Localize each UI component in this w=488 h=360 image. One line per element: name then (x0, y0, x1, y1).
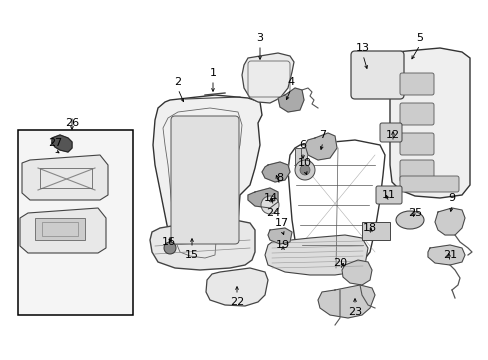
FancyBboxPatch shape (399, 133, 433, 155)
Polygon shape (264, 235, 367, 275)
Bar (18, 130, 133, 315)
Text: 6: 6 (299, 140, 306, 150)
Text: 18: 18 (362, 223, 376, 233)
Polygon shape (305, 133, 336, 160)
Text: 4: 4 (287, 77, 294, 87)
Text: 20: 20 (332, 258, 346, 268)
Polygon shape (262, 162, 289, 182)
Polygon shape (247, 188, 278, 208)
Polygon shape (317, 285, 374, 318)
Text: 8: 8 (276, 173, 283, 183)
Text: 10: 10 (297, 158, 311, 168)
Polygon shape (20, 208, 106, 253)
Polygon shape (205, 268, 267, 306)
Polygon shape (389, 48, 469, 198)
Polygon shape (150, 220, 254, 270)
Bar (40, 168, 92, 188)
Text: 22: 22 (229, 297, 244, 307)
Text: 23: 23 (347, 307, 361, 317)
Polygon shape (427, 245, 464, 265)
Text: 24: 24 (265, 208, 280, 218)
Text: 19: 19 (275, 240, 289, 250)
Polygon shape (22, 155, 108, 200)
Text: 15: 15 (184, 250, 199, 260)
Text: 21: 21 (442, 250, 456, 260)
Ellipse shape (395, 211, 423, 229)
Text: 1: 1 (209, 68, 216, 78)
Text: 27: 27 (48, 138, 62, 148)
Text: 26: 26 (65, 118, 79, 128)
FancyBboxPatch shape (399, 73, 433, 95)
Polygon shape (153, 95, 262, 268)
Circle shape (294, 160, 314, 180)
FancyBboxPatch shape (375, 186, 401, 204)
Text: 17: 17 (274, 218, 288, 228)
Bar (361, 222, 389, 240)
FancyBboxPatch shape (399, 103, 433, 125)
Text: 11: 11 (381, 190, 395, 200)
FancyBboxPatch shape (171, 116, 239, 244)
Text: 3: 3 (256, 33, 263, 43)
FancyBboxPatch shape (379, 123, 401, 142)
Bar (42, 222, 78, 236)
Text: 2: 2 (174, 77, 181, 87)
Text: 14: 14 (264, 193, 278, 203)
Circle shape (299, 165, 309, 175)
Text: 7: 7 (319, 130, 326, 140)
Circle shape (163, 242, 176, 254)
Text: 5: 5 (416, 33, 423, 43)
Bar (35, 218, 85, 240)
Polygon shape (341, 260, 371, 285)
FancyBboxPatch shape (350, 51, 403, 99)
Text: 9: 9 (447, 193, 455, 203)
Text: 12: 12 (385, 130, 399, 140)
Text: 25: 25 (407, 208, 421, 218)
Circle shape (261, 196, 279, 214)
Bar (294, 148, 306, 170)
FancyBboxPatch shape (399, 176, 458, 192)
Polygon shape (242, 53, 293, 103)
Text: 13: 13 (355, 43, 369, 53)
Polygon shape (52, 135, 72, 152)
Polygon shape (434, 208, 464, 235)
FancyBboxPatch shape (399, 160, 433, 182)
Text: 16: 16 (162, 237, 176, 247)
Polygon shape (267, 228, 291, 244)
Polygon shape (278, 88, 304, 112)
